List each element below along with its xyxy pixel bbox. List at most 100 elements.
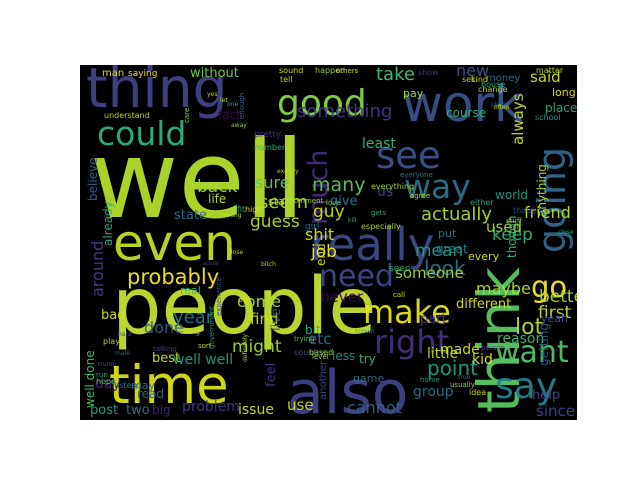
cloud-word-especially: especially: [361, 222, 401, 231]
cloud-word-away: away: [231, 122, 247, 129]
cloud-word-make: make: [363, 293, 451, 331]
cloud-word-matter: matter: [536, 66, 564, 75]
cloud-word-used: used: [486, 218, 522, 236]
cloud-word-put: put: [438, 227, 457, 240]
cloud-word-point: point: [427, 356, 478, 380]
cloud-word-yeah: yeah: [541, 312, 568, 325]
cloud-word-give: give: [330, 194, 358, 209]
cloud-word-others: others: [336, 67, 359, 75]
cloud-word-could: could: [97, 114, 186, 153]
cloud-word-people: people: [112, 262, 376, 352]
cloud-word-start: start: [268, 195, 294, 208]
cloud-word-reason: reason: [497, 331, 544, 347]
cloud-word-need: need: [319, 259, 394, 294]
cloud-word-since: since: [536, 402, 575, 420]
cloud-word-likely: likely: [491, 101, 509, 109]
cloud-word-man: man: [102, 68, 124, 79]
cloud-word-high: high: [245, 205, 262, 214]
cloud-word-guess: guess: [250, 212, 300, 232]
cloud-word-sound: sound: [279, 66, 303, 75]
cloud-word-thing: thing: [86, 65, 227, 120]
cloud-word-definitely: definitely: [242, 334, 249, 362]
cloud-word-comment: comment: [290, 197, 324, 205]
cloud-word-seen: seen: [389, 264, 410, 274]
cloud-word-another: another: [318, 360, 329, 400]
cloud-word-agree: agree: [410, 192, 430, 200]
cloud-word-world: world: [495, 188, 528, 202]
cloud-word-exactly: exactly: [277, 168, 299, 175]
cloud-word-lose: lose: [231, 249, 243, 256]
cloud-word-even: even: [113, 214, 236, 272]
cloud-word-gets: gets: [371, 209, 386, 217]
cloud-word-happen: happen: [315, 66, 345, 75]
cloud-word-group: group: [413, 384, 454, 400]
cloud-word-time: time: [109, 355, 229, 416]
cloud-word-issue: issue: [238, 402, 274, 418]
cloud-word-way: way: [404, 167, 471, 206]
cloud-word-always: always: [509, 93, 527, 145]
cloud-word-set: set: [462, 75, 474, 84]
cloud-word-yes: yes: [207, 91, 217, 98]
cloud-word-say: say: [495, 366, 557, 407]
cloud-word-one: one: [227, 101, 238, 108]
cloud-word-call: call: [393, 291, 405, 299]
cloud-word-already: already: [101, 201, 115, 246]
cloud-word-also: also: [287, 358, 408, 420]
cloud-word-see: see: [376, 134, 441, 177]
cloud-word-find: find: [250, 310, 278, 328]
cloud-word-probably: probably: [127, 265, 219, 289]
cloud-word-hard: hard: [118, 331, 132, 338]
cloud-word-done: done: [144, 318, 184, 337]
cloud-word-want: want: [495, 335, 569, 370]
cloud-word-take: take: [376, 65, 415, 85]
cloud-word-trump: trump: [98, 361, 116, 368]
cloud-word-may: may: [131, 379, 155, 392]
cloud-word-home: home: [420, 376, 440, 384]
cloud-word-house: house: [481, 80, 505, 89]
cloud-word-maybe: maybe: [476, 279, 531, 298]
cloud-word-first: first: [538, 303, 572, 323]
cloud-word-run: run: [96, 371, 108, 379]
cloud-word-better: better: [539, 287, 577, 307]
word-cloud-canvas: well people think thing work also time even real…: [83, 65, 577, 420]
cloud-word-level: level: [312, 353, 329, 361]
cloud-word-might: might: [232, 337, 282, 357]
cloud-word-someone: someone: [395, 264, 464, 282]
cloud-word-love: love: [326, 199, 341, 207]
cloud-word-live: live: [269, 308, 284, 331]
cloud-word-care: care: [183, 108, 191, 123]
cloud-word-kid: kid: [472, 352, 493, 368]
cloud-word-well-well: well well: [173, 352, 233, 368]
cloud-word-money: money: [486, 73, 520, 84]
cloud-word-mean: mean: [415, 241, 463, 261]
cloud-word-different: different: [456, 297, 511, 312]
cloud-word-sort: sort: [198, 342, 212, 350]
cloud-word-enough: enough: [238, 93, 246, 119]
cloud-word-country: country: [294, 348, 325, 357]
cloud-word-thought: thought: [513, 206, 544, 215]
cloud-word-well-done: well done: [83, 350, 97, 408]
cloud-word-school: school: [535, 113, 561, 122]
cloud-word-seem: seem: [259, 192, 308, 213]
cloud-word-etc: etc: [308, 330, 331, 348]
cloud-word-year: year: [173, 307, 214, 328]
cloud-word-close: close: [558, 229, 574, 236]
cloud-word-fact: fact: [218, 108, 241, 122]
cloud-word-guy: guy: [313, 202, 345, 222]
cloud-word-well: well: [90, 118, 305, 243]
cloud-word-government: government: [208, 306, 216, 349]
cloud-word-post: post: [90, 403, 118, 418]
cloud-word-tell: tell: [280, 75, 293, 84]
cloud-word-look: look: [424, 256, 466, 280]
cloud-word-back: back: [197, 177, 238, 197]
cloud-word-course: course: [446, 106, 486, 120]
cloud-word-day: day: [95, 376, 121, 392]
cloud-word-trying: trying: [294, 335, 315, 343]
cloud-word-stuff: stuff: [506, 217, 522, 225]
cloud-word-many: many: [312, 174, 365, 196]
cloud-word-said: said: [530, 68, 561, 86]
cloud-word-help: help: [532, 388, 560, 403]
cloud-word-believe: believe: [86, 157, 100, 201]
cloud-word-every: every: [468, 250, 500, 263]
cloud-word-cannot: cannot: [347, 398, 402, 417]
